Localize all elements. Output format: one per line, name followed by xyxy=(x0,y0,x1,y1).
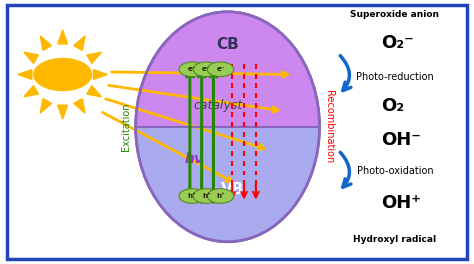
Text: e⁻: e⁻ xyxy=(202,66,210,72)
Polygon shape xyxy=(74,99,85,113)
Ellipse shape xyxy=(136,12,319,242)
Text: e⁻: e⁻ xyxy=(188,66,197,72)
Text: Hydroxyl radical: Hydroxyl radical xyxy=(353,235,437,244)
Bar xyxy=(138,125,317,128)
Text: VB: VB xyxy=(220,182,244,197)
Circle shape xyxy=(179,62,205,77)
Polygon shape xyxy=(40,36,52,50)
Text: h⁺: h⁺ xyxy=(202,193,211,199)
Text: Excitation: Excitation xyxy=(121,102,131,151)
Text: h⁺: h⁺ xyxy=(216,193,225,199)
Polygon shape xyxy=(24,86,38,97)
Polygon shape xyxy=(58,105,67,119)
Polygon shape xyxy=(136,12,319,127)
Polygon shape xyxy=(24,52,38,63)
Polygon shape xyxy=(136,127,319,242)
Polygon shape xyxy=(40,99,52,113)
Text: catalyst: catalyst xyxy=(193,99,243,112)
Text: Superoxide anion: Superoxide anion xyxy=(350,10,439,19)
Text: OH⁺: OH⁺ xyxy=(381,194,420,211)
Text: Photo-reduction: Photo-reduction xyxy=(356,72,434,82)
Polygon shape xyxy=(93,70,108,79)
Circle shape xyxy=(207,62,234,77)
Polygon shape xyxy=(58,30,67,44)
Text: Recombination: Recombination xyxy=(324,90,334,163)
Polygon shape xyxy=(87,86,101,97)
Text: Photo-oxidation: Photo-oxidation xyxy=(356,166,433,176)
Polygon shape xyxy=(74,36,85,50)
Circle shape xyxy=(207,189,234,203)
Text: O₂⁻: O₂⁻ xyxy=(381,34,413,52)
Text: CB: CB xyxy=(216,36,239,51)
Text: h⁺: h⁺ xyxy=(188,193,197,199)
Text: e⁻: e⁻ xyxy=(216,66,225,72)
Circle shape xyxy=(193,62,219,77)
Text: OH⁻: OH⁻ xyxy=(381,131,420,149)
Circle shape xyxy=(34,59,91,91)
Circle shape xyxy=(179,189,205,203)
Text: hν: hν xyxy=(185,152,204,166)
Circle shape xyxy=(193,189,219,203)
Text: O₂: O₂ xyxy=(381,97,404,115)
Polygon shape xyxy=(18,70,32,79)
Polygon shape xyxy=(87,52,101,63)
